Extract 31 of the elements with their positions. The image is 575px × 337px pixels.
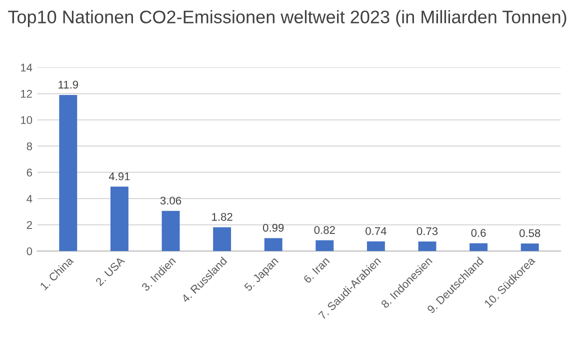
- data-label: 3.06: [160, 196, 182, 205]
- bar: [470, 243, 488, 252]
- data-label: 0.73: [416, 227, 438, 236]
- bar: [520, 243, 539, 252]
- y-tick-label: 4: [26, 194, 32, 203]
- bar: [59, 94, 78, 252]
- bar: [213, 227, 232, 252]
- bar: [264, 238, 282, 252]
- x-tick-label: 6. Iran: [302, 256, 330, 284]
- y-tick-label: 0: [26, 247, 32, 256]
- bar: [418, 241, 436, 252]
- data-label: 0.58: [519, 229, 540, 238]
- data-label: 0.74: [366, 227, 386, 235]
- data-label: 1.82: [212, 212, 232, 221]
- y-tick-label: 6: [26, 168, 32, 176]
- data-label: 4.91: [108, 172, 130, 180]
- data-label: 0.99: [262, 224, 284, 232]
- bar: [366, 241, 385, 252]
- data-label: 11.9: [58, 80, 78, 89]
- y-tick-label: 12: [21, 90, 32, 98]
- data-label: 0.82: [314, 226, 335, 234]
- y-tick-label: 14: [21, 64, 32, 72]
- y-tick-label: 10: [21, 116, 32, 124]
- chart-title: Top10 Nationen CO2-Emissionen weltweit 2023 (in Milliarden Tonnen): [8, 10, 566, 27]
- bar: [316, 240, 334, 252]
- y-tick-label: 2: [26, 221, 32, 229]
- bar: [162, 210, 180, 252]
- y-tick-label: 8: [26, 142, 32, 150]
- bar: [110, 186, 128, 252]
- data-label: 0.6: [471, 228, 486, 237]
- x-tick-label: 2. USA: [95, 256, 126, 286]
